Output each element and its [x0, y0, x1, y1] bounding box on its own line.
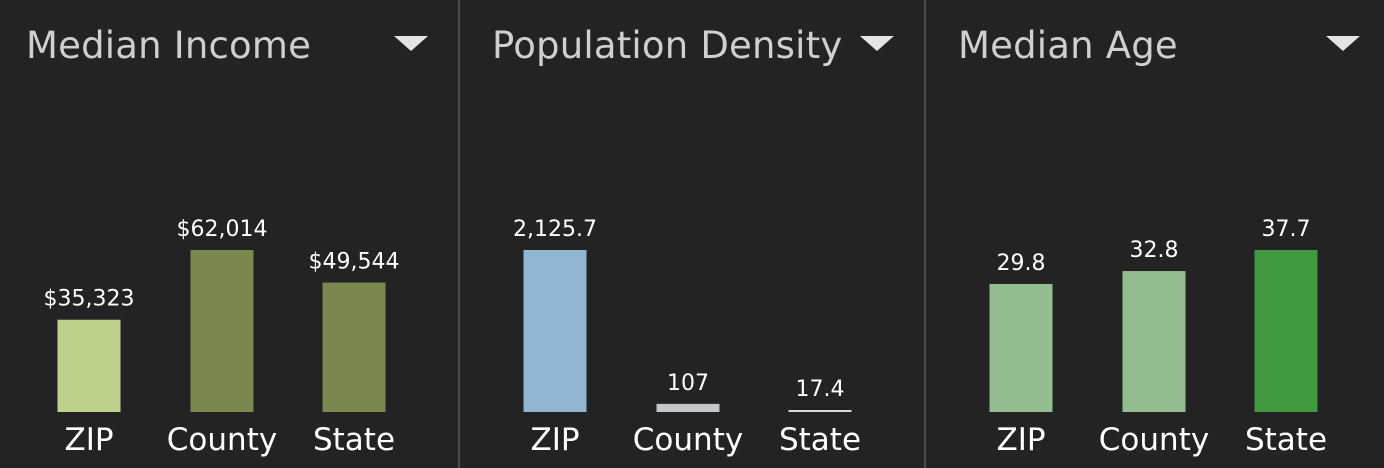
category-label: State — [313, 422, 395, 458]
category-label: ZIP — [530, 422, 579, 458]
panel-title: Median Age — [958, 24, 1178, 67]
value-label: $49,544 — [309, 250, 400, 275]
value-label: $62,014 — [177, 217, 268, 242]
category-label: State — [779, 422, 861, 458]
panel-title: Population Density — [492, 24, 843, 67]
bar-state[interactable] — [1254, 250, 1318, 412]
bar-county[interactable] — [190, 250, 254, 412]
chevron-down-icon[interactable] — [394, 36, 428, 51]
median-age-chart: 29.8 ZIP 32.8 County 37.7 State — [989, 217, 1327, 458]
population-density-chart: 2,125.7 ZIP 107 County 17.4 State — [513, 217, 861, 458]
value-label: 29.8 — [997, 251, 1046, 276]
bar-state[interactable] — [788, 410, 852, 412]
value-label: 2,125.7 — [513, 217, 597, 242]
bar-zip[interactable] — [989, 283, 1053, 412]
bar-zip[interactable] — [523, 250, 587, 412]
chevron-down-icon[interactable] — [860, 36, 894, 51]
category-label: County — [1099, 422, 1209, 458]
value-label: 17.4 — [796, 377, 845, 402]
category-label: ZIP — [64, 422, 113, 458]
bar-county[interactable] — [656, 403, 720, 412]
bar-state[interactable] — [322, 282, 386, 412]
value-label: 32.8 — [1130, 238, 1179, 263]
category-label: County — [167, 422, 277, 458]
chevron-down-icon[interactable] — [1326, 36, 1360, 51]
category-label: County — [633, 422, 743, 458]
median-income-panel: Median Income $35,323 ZIP $62,014 County $49… — [0, 0, 458, 468]
bar-county[interactable] — [1122, 271, 1186, 412]
median-age-panel: Median Age 29.8 ZIP 32.8 County 37.7 State — [932, 0, 1384, 468]
value-label: 37.7 — [1262, 217, 1311, 242]
bar-zip[interactable] — [57, 319, 121, 412]
value-label: 107 — [667, 371, 709, 396]
median-income-chart: $35,323 ZIP $62,014 County $49,544 State — [44, 217, 400, 458]
category-label: State — [1245, 422, 1327, 458]
divider — [458, 0, 460, 468]
divider — [924, 0, 926, 468]
population-density-panel: Population Density 2,125.7 ZIP 107 County 17… — [466, 0, 924, 468]
category-label: ZIP — [996, 422, 1045, 458]
panel-title: Median Income — [26, 24, 312, 67]
value-label: $35,323 — [44, 287, 135, 312]
